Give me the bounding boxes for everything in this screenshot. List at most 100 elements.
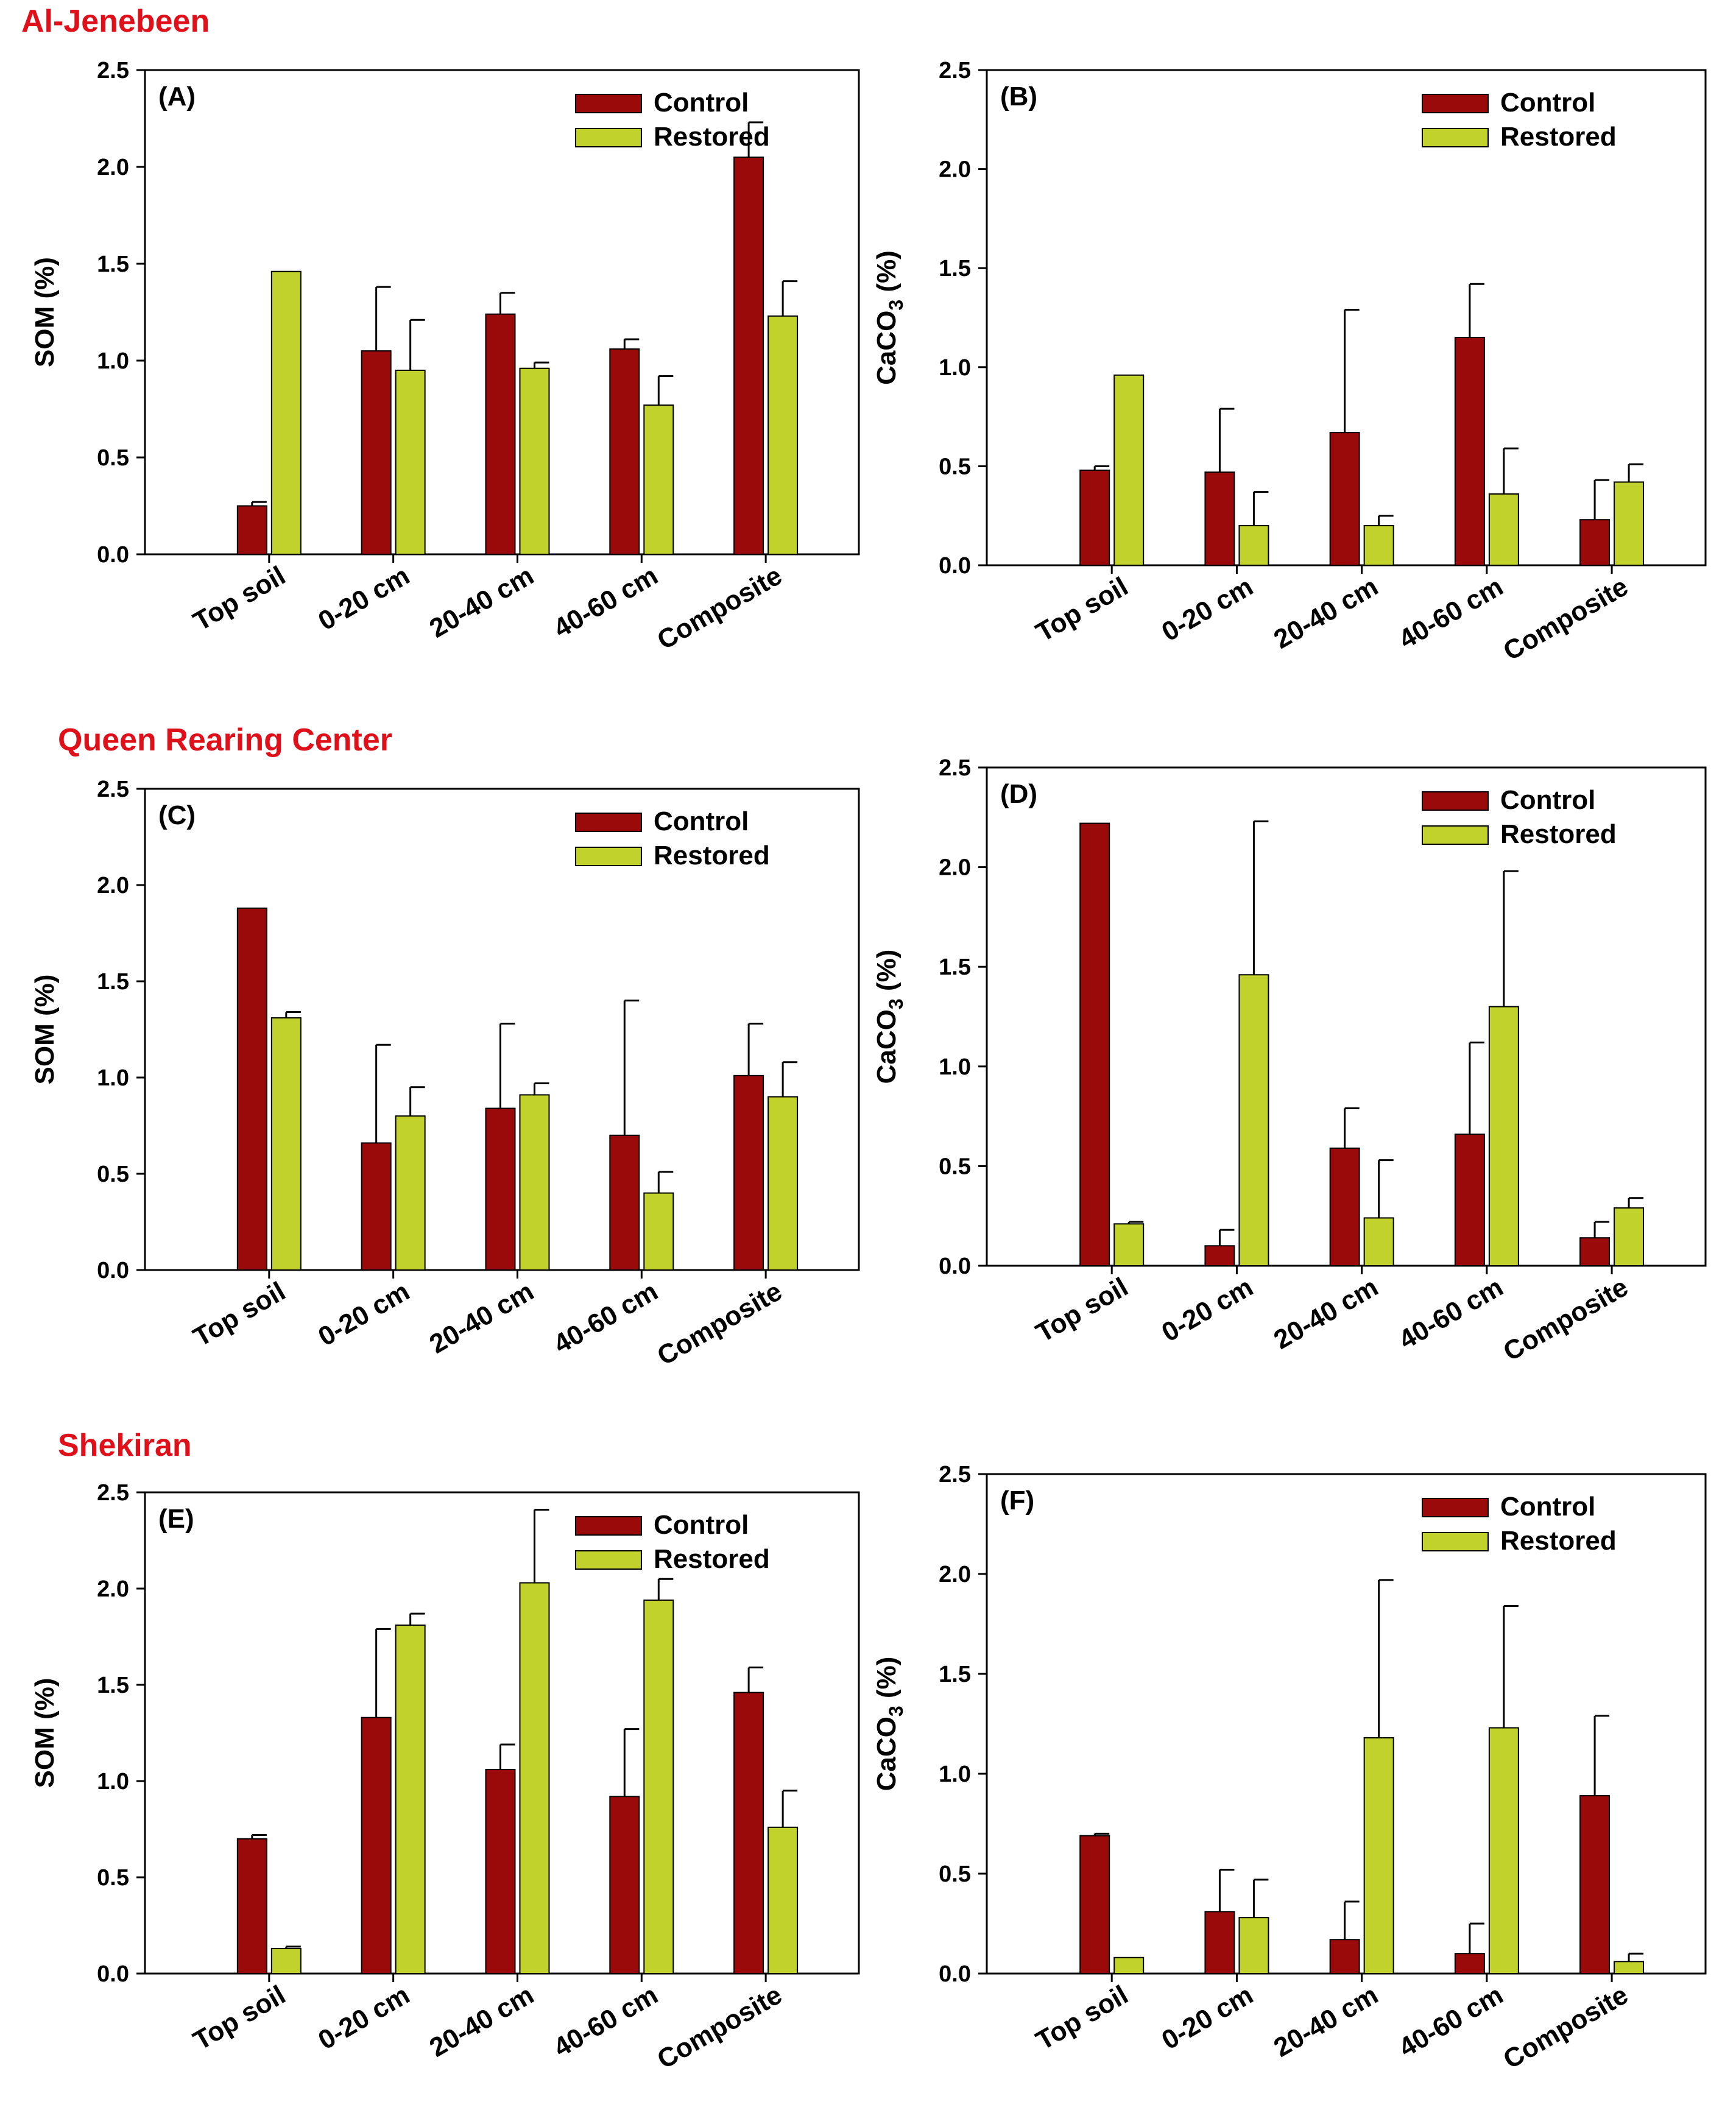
legend-swatch-restored [1422, 1532, 1489, 1551]
panel-label: (B) [1000, 82, 1037, 111]
bar-control [1454, 1134, 1485, 1266]
y-tick-label: 0.0 [97, 1258, 129, 1283]
legend-label: Restored [1500, 819, 1617, 849]
legend-label: Restored [1500, 122, 1617, 152]
bar-control [1454, 337, 1485, 566]
bar-control [361, 1716, 392, 1974]
legend-swatch-control [1422, 1498, 1489, 1517]
x-tick-label: 0-20 cm [313, 1276, 414, 1352]
legend-label: Control [1500, 785, 1595, 815]
x-tick-label: 40-60 cm [1394, 571, 1508, 655]
legend-swatch-control [575, 94, 642, 113]
y-tick-label: 0.0 [939, 553, 971, 579]
x-tick-label: Composite [652, 1276, 787, 1371]
bar-restored [1488, 1727, 1519, 1975]
bar-control [1454, 1953, 1485, 1974]
bar-control [609, 348, 640, 555]
panel-label: (C) [158, 800, 196, 830]
bar-restored [270, 1947, 302, 1974]
x-tick-label: 40-60 cm [549, 1980, 663, 2063]
bar-restored [1614, 1207, 1645, 1267]
bar-restored [1113, 374, 1145, 566]
y-tick-label: 0.0 [939, 1254, 971, 1279]
legend-label: Restored [654, 122, 770, 152]
bar-control [609, 1134, 640, 1271]
bar-control [236, 505, 267, 555]
y-tick-label: 1.0 [939, 1054, 971, 1080]
bar-restored [767, 315, 799, 555]
legend-swatch-restored [575, 128, 642, 147]
y-tick-label: 1.0 [939, 355, 971, 381]
legend-label: Control [654, 806, 749, 836]
panel-label: (F) [1000, 1486, 1034, 1515]
x-tick-label: 40-60 cm [1394, 1272, 1508, 1355]
x-tick-label: Top soil [1031, 1980, 1133, 2056]
x-tick-label: Top soil [1031, 571, 1133, 647]
x-tick-label: Composite [1498, 571, 1633, 666]
legend-label: Restored [654, 1544, 770, 1574]
bar-restored [1113, 1223, 1145, 1266]
bar-control [1579, 519, 1611, 566]
bar-restored [1238, 974, 1269, 1266]
y-tick-label: 0.5 [97, 1162, 129, 1187]
bar-control [485, 1769, 516, 1975]
y-tick-label: 1.0 [939, 1762, 971, 1787]
legend-swatch-control [1422, 94, 1489, 113]
x-tick-label: 0-20 cm [1157, 571, 1258, 647]
y-tick-label: 1.5 [939, 1662, 971, 1687]
bar-control [733, 157, 764, 556]
y-tick-label: 0.5 [939, 454, 971, 479]
x-tick-label: Composite [1498, 1980, 1633, 2075]
y-tick-label: 0.5 [939, 1154, 971, 1179]
bar-restored [1488, 493, 1519, 566]
y-tick-label: 2.5 [97, 58, 129, 83]
bar-control [733, 1074, 764, 1271]
y-tick-label: 0.0 [939, 1961, 971, 1987]
y-tick-label: 1.5 [97, 1673, 129, 1698]
y-axis-label: CaCO3 (%) [872, 250, 907, 385]
y-tick-label: 0.5 [97, 1865, 129, 1891]
legend-label: Restored [654, 841, 770, 870]
site-title-2: Shekiran [58, 1428, 192, 1463]
bar-control [1329, 1147, 1360, 1267]
bar-restored [395, 1625, 426, 1975]
y-tick-label: 1.0 [97, 348, 129, 374]
legend-swatch-control [575, 1516, 642, 1536]
bar-restored [270, 270, 302, 555]
x-tick-label: Top soil [1031, 1272, 1133, 1348]
bar-control [361, 1142, 392, 1271]
bar-restored [767, 1096, 799, 1271]
y-tick-label: 2.5 [939, 58, 971, 83]
bar-restored [767, 1826, 799, 1975]
x-tick-label: 20-40 cm [425, 1980, 539, 2063]
bar-restored [1363, 524, 1394, 566]
bar-control [609, 1796, 640, 1975]
panel-label: (D) [1000, 779, 1037, 809]
bar-restored [1363, 1217, 1394, 1267]
bar-control [236, 907, 267, 1271]
x-tick-label: 20-40 cm [1269, 571, 1383, 655]
legend-label: Control [654, 1510, 749, 1540]
y-tick-label: 0.0 [97, 542, 129, 568]
y-tick-label: 2.0 [97, 1576, 129, 1602]
bar-restored [395, 1115, 426, 1271]
legend-label: Control [1500, 1492, 1595, 1522]
bar-restored [270, 1017, 302, 1271]
bar-restored [519, 1094, 550, 1271]
bar-control [1079, 469, 1110, 566]
y-tick-label: 2.0 [97, 155, 129, 180]
legend-swatch-restored [1422, 825, 1489, 845]
x-tick-label: 0-20 cm [313, 560, 414, 636]
y-axis-label: SOM (%) [30, 975, 60, 1085]
bar-restored [1614, 481, 1645, 566]
panel-label: (A) [158, 82, 196, 111]
panel-label: (E) [158, 1504, 194, 1534]
bar-restored [1363, 1737, 1394, 1974]
x-tick-label: Top soil [188, 1980, 291, 2056]
x-tick-label: Top soil [188, 1276, 291, 1352]
y-tick-label: 2.0 [97, 873, 129, 898]
site-title-0: Al-Jenebeen [21, 4, 210, 39]
bar-control [1204, 1911, 1235, 1975]
x-tick-label: 40-60 cm [1394, 1980, 1508, 2063]
